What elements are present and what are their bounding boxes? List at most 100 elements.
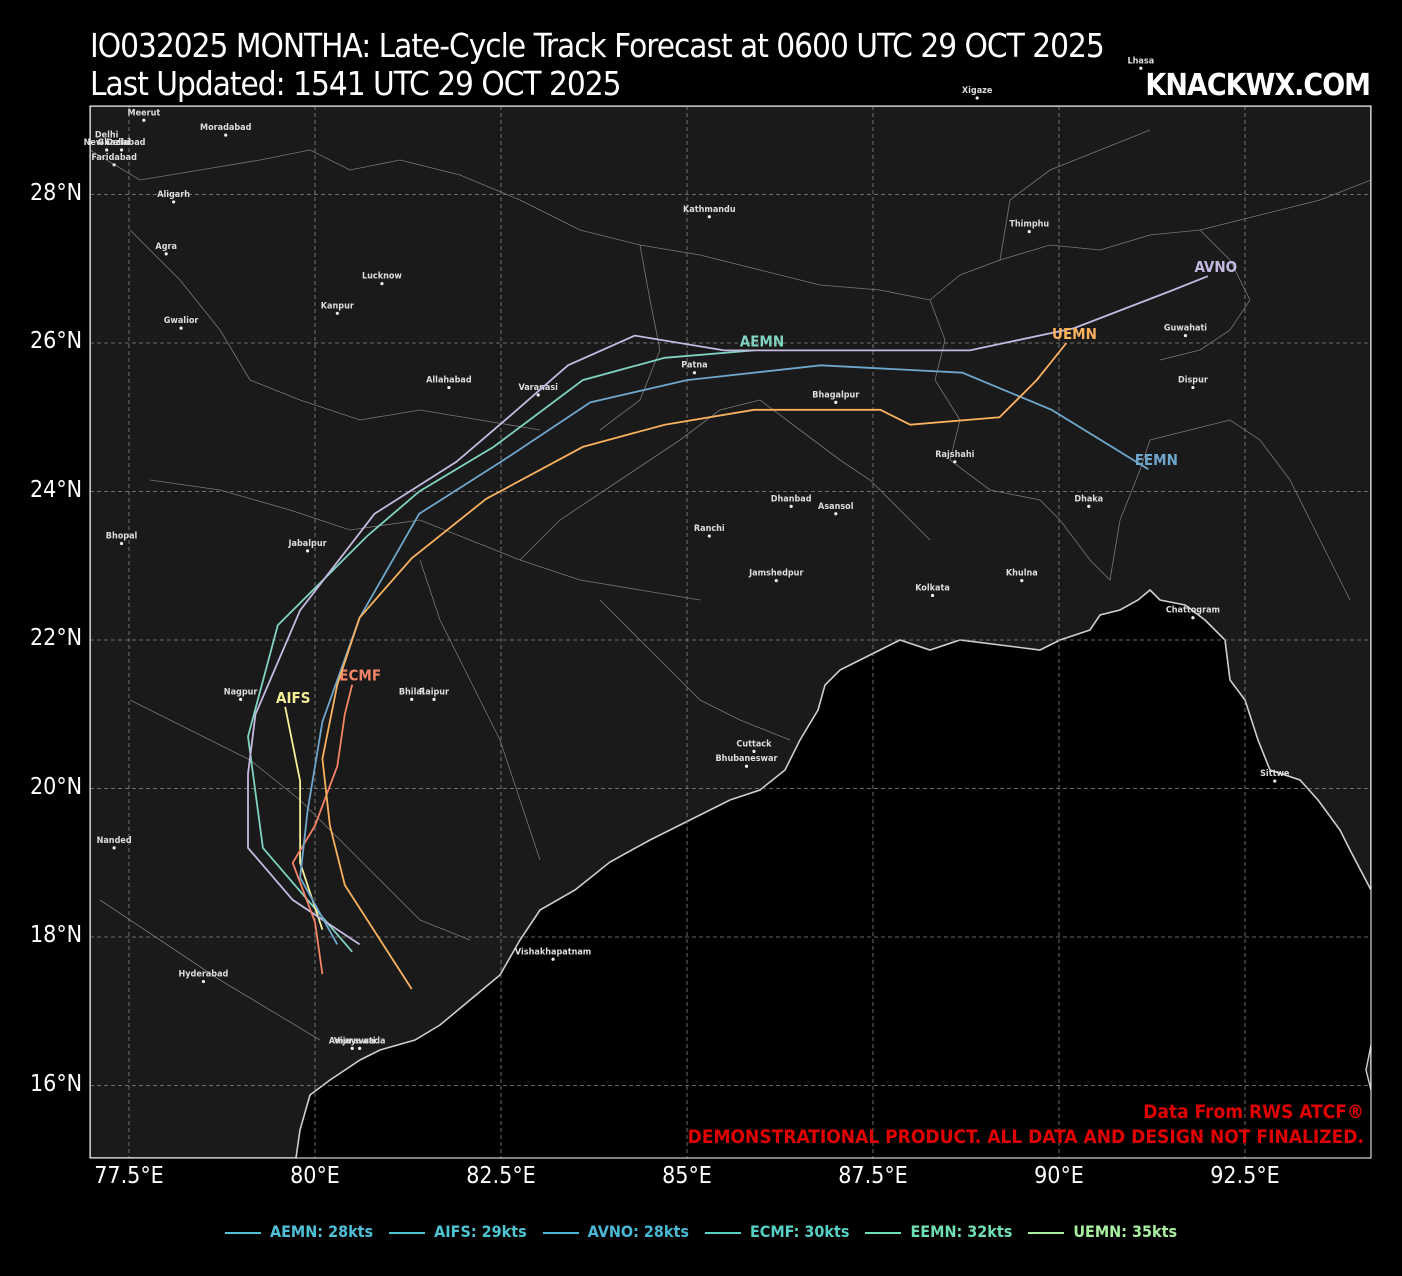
city-dot xyxy=(447,385,451,390)
city-label: Thimphu xyxy=(1009,220,1049,230)
legend-item: ECMF: 30kts xyxy=(704,1222,850,1241)
city-label: Kolkata xyxy=(915,583,950,593)
city-dot xyxy=(789,504,793,508)
legend-label: ECMF: 30kts xyxy=(749,1222,850,1241)
lon-tick-label: 85°E xyxy=(662,1163,712,1189)
city-dot xyxy=(358,1046,362,1050)
city-dot xyxy=(834,400,838,404)
city-dot xyxy=(239,697,243,702)
lon-tick-label: 80°E xyxy=(290,1163,340,1189)
track-label-aemn: AEMN xyxy=(740,332,784,350)
city-label: Dhanbad xyxy=(771,494,812,504)
city-dot xyxy=(380,282,384,286)
track-label-eemn: EEMN xyxy=(1135,451,1178,469)
city-dot xyxy=(119,541,124,546)
last-updated: Last Updated: 1541 UTC 29 OCT 2025 xyxy=(90,64,622,103)
legend-label: EEMN: 32kts xyxy=(910,1222,1013,1241)
city-dot xyxy=(774,579,778,583)
lat-tick-label: 22°N xyxy=(30,625,83,651)
city-dot xyxy=(1027,230,1031,234)
legend-item: UEMN: 35kts xyxy=(1028,1222,1177,1241)
city-label: Guwahati xyxy=(1164,324,1207,334)
city-label: Kanpur xyxy=(321,301,354,311)
city-label: Varanasi xyxy=(518,383,558,393)
data-credit: Data From RWS ATCF® xyxy=(1143,1101,1364,1123)
city-label: Ranchi xyxy=(694,524,725,534)
city-label: Aligarh xyxy=(157,190,190,200)
city-dot xyxy=(707,534,711,538)
city-dot xyxy=(112,846,116,850)
city-label: Delhi xyxy=(95,131,119,141)
city-label: Jamshedpur xyxy=(748,569,803,579)
city-dot xyxy=(1087,504,1091,508)
legend-swatch xyxy=(389,1231,426,1234)
city-dot xyxy=(350,1046,354,1050)
brand-logo: KNACKWX.COM xyxy=(1145,68,1371,103)
city-label: Moradabad xyxy=(200,123,252,133)
city-label: Asansol xyxy=(818,502,854,512)
legend-label: AEMN: 28kts xyxy=(269,1222,374,1241)
city-dot xyxy=(692,371,697,375)
track-aemn xyxy=(247,349,755,953)
city-markers: Lhasa Xigaze Meerut Delhi Moradabad Ghaziabad… xyxy=(84,56,1290,1050)
city-label: Ghaziabad xyxy=(98,138,146,148)
legend-item: AIFS: 29kts xyxy=(389,1222,527,1241)
city-label: Chattogram xyxy=(1166,606,1220,616)
city-dot xyxy=(172,200,176,204)
city-label: Nagpur xyxy=(224,687,258,697)
city-dot xyxy=(335,311,339,315)
lat-tick-label: 26°N xyxy=(30,328,83,354)
legend-item: EEMN: 32kts xyxy=(865,1222,1012,1241)
lat-tick-label: 28°N xyxy=(30,179,83,206)
city-dot xyxy=(1191,616,1195,620)
city-label: Amaravati xyxy=(329,1036,376,1046)
lat-tick-label: 16°N xyxy=(30,1070,83,1097)
city-dot xyxy=(1183,333,1188,338)
city-label: Lucknow xyxy=(362,272,402,282)
city-label: Kathmandu xyxy=(683,205,736,215)
city-label: Lhasa xyxy=(1128,56,1155,66)
city-label: Jabalpur xyxy=(288,539,327,549)
city-label: Vishakhapatnam xyxy=(515,947,591,957)
forecast-tracks: AEMN AIFS AVNO ECMF EEMN UEMN xyxy=(247,258,1237,990)
legend-swatch xyxy=(1028,1231,1065,1234)
city-label: Bhagalpur xyxy=(812,390,859,400)
city-dot xyxy=(119,148,124,152)
city-label: Gwalior xyxy=(164,316,199,326)
city-label: Allahabad xyxy=(426,376,472,386)
city-dot xyxy=(305,549,310,553)
land-mass xyxy=(90,106,1371,1158)
lon-tick-label: 90°E xyxy=(1034,1163,1084,1189)
lat-tick-label: 24°N xyxy=(30,476,83,503)
track-label-aifs: AIFS xyxy=(276,689,310,707)
legend-swatch xyxy=(865,1231,902,1234)
track-uemn xyxy=(321,342,1068,990)
lon-tick-label: 82.5°E xyxy=(466,1163,536,1189)
city-dot xyxy=(105,140,109,145)
legend: AEMN: 28kts AIFS: 29kts AVNO: 28kts ECMF: 3… xyxy=(0,1222,1402,1241)
legend-item: AVNO: 28kts xyxy=(542,1222,689,1241)
city-label: Faridabad xyxy=(91,153,137,163)
city-dot xyxy=(432,697,436,702)
legend-item: AEMN: 28kts xyxy=(224,1222,374,1241)
lon-tick-label: 92.5°E xyxy=(1210,1163,1280,1189)
track-ecmf xyxy=(291,684,354,975)
map-title: IO032025 MONTHA: Late-Cycle Track Foreca… xyxy=(90,26,1105,65)
lon-tick-label: 77.5°E xyxy=(94,1163,164,1189)
city-label: Patna xyxy=(681,361,707,371)
lon-tick-label: 87.5°E xyxy=(838,1163,908,1189)
legend-swatch xyxy=(224,1231,261,1234)
track-label-avno: AVNO xyxy=(1194,258,1237,276)
city-dot xyxy=(930,593,935,598)
city-dot xyxy=(1020,579,1024,583)
city-dot xyxy=(224,133,228,137)
city-dot xyxy=(1273,779,1277,783)
city-label: Sittwe xyxy=(1260,769,1290,779)
lat-tick-label: 20°N xyxy=(30,773,83,800)
track-avno xyxy=(247,275,1209,946)
city-label: Bhubaneswar xyxy=(716,754,778,764)
legend-label: AIFS: 29kts xyxy=(434,1222,527,1241)
track-label-ecmf: ECMF xyxy=(339,667,381,685)
city-label: Vijayawada xyxy=(334,1036,386,1046)
